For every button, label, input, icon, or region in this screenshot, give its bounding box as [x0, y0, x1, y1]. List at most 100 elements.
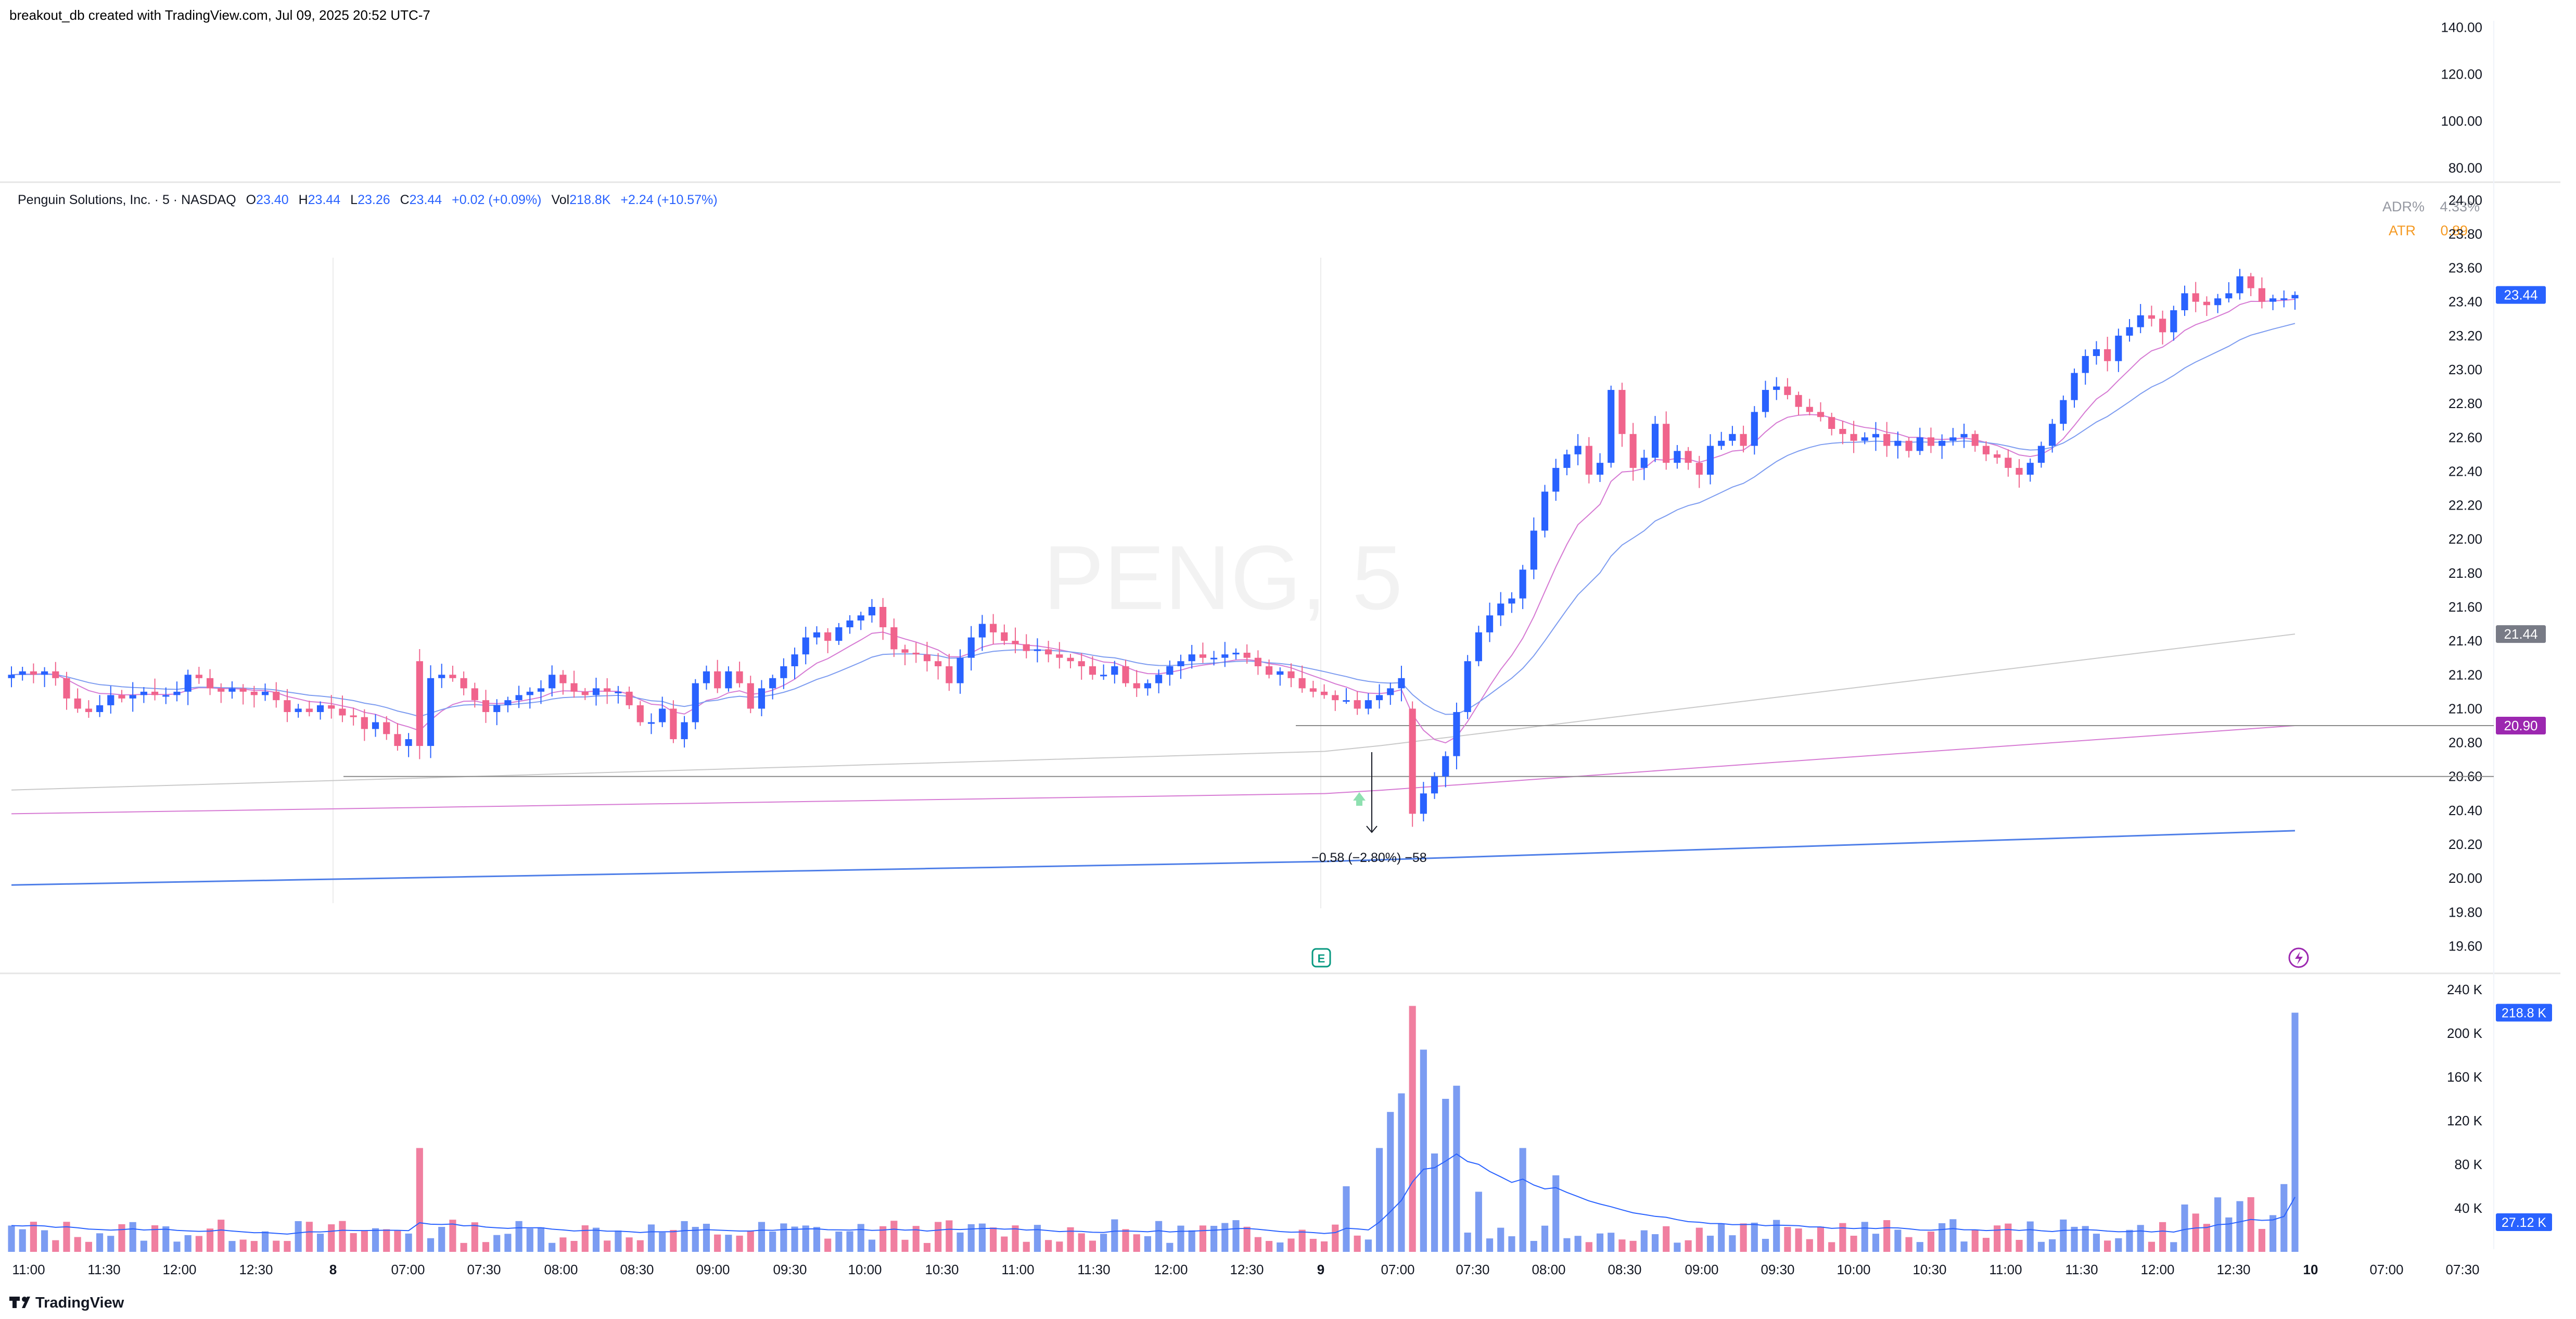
- candle[interactable]: [978, 615, 986, 651]
- candle[interactable]: [471, 682, 478, 708]
- candle[interactable]: [218, 683, 225, 703]
- candle[interactable]: [1089, 656, 1096, 680]
- candle[interactable]: [1166, 660, 1174, 686]
- candle[interactable]: [1012, 627, 1019, 654]
- candle[interactable]: [1795, 391, 1802, 415]
- candle[interactable]: [946, 654, 953, 691]
- candle[interactable]: [747, 676, 754, 714]
- candle[interactable]: [769, 675, 776, 700]
- candle[interactable]: [1122, 660, 1129, 687]
- candle[interactable]: [1332, 690, 1339, 711]
- dividend-lightning-icon[interactable]: [2288, 947, 2309, 968]
- candle[interactable]: [250, 686, 258, 708]
- candle[interactable]: [1872, 422, 1880, 451]
- candle[interactable]: [2214, 294, 2222, 313]
- candle[interactable]: [604, 678, 611, 704]
- candle[interactable]: [1023, 634, 1030, 658]
- candle[interactable]: [1232, 648, 1240, 660]
- candle[interactable]: [857, 612, 864, 630]
- candle[interactable]: [570, 670, 578, 698]
- candle[interactable]: [1034, 638, 1041, 663]
- candle[interactable]: [151, 678, 159, 701]
- candle[interactable]: [703, 665, 710, 690]
- candle[interactable]: [1144, 679, 1151, 696]
- candle[interactable]: [692, 679, 699, 729]
- candle[interactable]: [184, 669, 192, 705]
- candle[interactable]: [1309, 680, 1317, 697]
- candle[interactable]: [295, 704, 302, 718]
- candle[interactable]: [2126, 319, 2133, 342]
- candle[interactable]: [2104, 336, 2111, 372]
- candle[interactable]: [8, 666, 15, 688]
- candle[interactable]: [2137, 303, 2144, 334]
- candle[interactable]: [1001, 624, 1008, 645]
- candle[interactable]: [1387, 682, 1394, 705]
- candle[interactable]: [1056, 642, 1063, 669]
- candle[interactable]: [1905, 437, 1912, 458]
- candle[interactable]: [140, 687, 147, 703]
- candle[interactable]: [273, 682, 280, 708]
- candle[interactable]: [2291, 291, 2299, 310]
- candle[interactable]: [1188, 644, 1195, 669]
- candle[interactable]: [1762, 381, 1769, 418]
- candle[interactable]: [1486, 602, 1494, 642]
- candle[interactable]: [460, 671, 467, 695]
- candle[interactable]: [2192, 282, 2199, 312]
- candle[interactable]: [1530, 517, 1537, 579]
- candle[interactable]: [1277, 667, 1284, 686]
- candle[interactable]: [449, 665, 456, 682]
- candle[interactable]: [615, 686, 622, 704]
- candle[interactable]: [780, 658, 787, 689]
- candle[interactable]: [2037, 441, 2045, 468]
- candle[interactable]: [1111, 661, 1118, 684]
- candle[interactable]: [681, 716, 688, 748]
- candle[interactable]: [2236, 269, 2243, 300]
- candle[interactable]: [438, 664, 445, 688]
- candle[interactable]: [935, 653, 942, 680]
- candle[interactable]: [2093, 341, 2100, 365]
- candle[interactable]: [1067, 654, 1074, 668]
- candle[interactable]: [74, 688, 81, 713]
- candle[interactable]: [758, 680, 766, 717]
- candle[interactable]: [1398, 665, 1405, 702]
- candle[interactable]: [328, 695, 335, 719]
- candle[interactable]: [659, 696, 666, 727]
- candle[interactable]: [967, 626, 975, 671]
- candle[interactable]: [592, 678, 600, 706]
- candle[interactable]: [2060, 395, 2067, 431]
- candle[interactable]: [1784, 378, 1791, 400]
- candle[interactable]: [129, 682, 136, 712]
- candle[interactable]: [868, 599, 876, 623]
- candle[interactable]: [1563, 449, 1571, 476]
- candle[interactable]: [2280, 290, 2288, 308]
- candle[interactable]: [493, 699, 501, 726]
- candle[interactable]: [316, 701, 324, 720]
- candle[interactable]: [1541, 485, 1549, 538]
- candle[interactable]: [526, 687, 533, 709]
- candle[interactable]: [96, 695, 104, 717]
- candle[interactable]: [107, 686, 114, 714]
- horizontal-levels[interactable]: [343, 725, 2494, 777]
- candle[interactable]: [2005, 449, 2012, 477]
- candle[interactable]: [2148, 306, 2155, 327]
- candle[interactable]: [879, 598, 887, 640]
- candle[interactable]: [1221, 642, 1229, 667]
- candle[interactable]: [2049, 418, 2056, 453]
- candle[interactable]: [305, 701, 313, 717]
- candle[interactable]: [901, 644, 909, 666]
- candlestick-series[interactable]: [8, 269, 2299, 827]
- candle[interactable]: [2016, 459, 2023, 488]
- candle[interactable]: [1828, 412, 1835, 436]
- candle[interactable]: [1045, 641, 1052, 663]
- candle[interactable]: [2071, 369, 2078, 408]
- candle[interactable]: [427, 665, 435, 758]
- candle[interactable]: [736, 662, 743, 688]
- candle[interactable]: [647, 713, 655, 734]
- candle[interactable]: [482, 690, 490, 723]
- candle[interactable]: [372, 714, 379, 737]
- candle[interactable]: [1629, 423, 1637, 481]
- candle[interactable]: [2170, 306, 2177, 341]
- candle[interactable]: [1497, 592, 1504, 626]
- candle[interactable]: [1861, 432, 1868, 445]
